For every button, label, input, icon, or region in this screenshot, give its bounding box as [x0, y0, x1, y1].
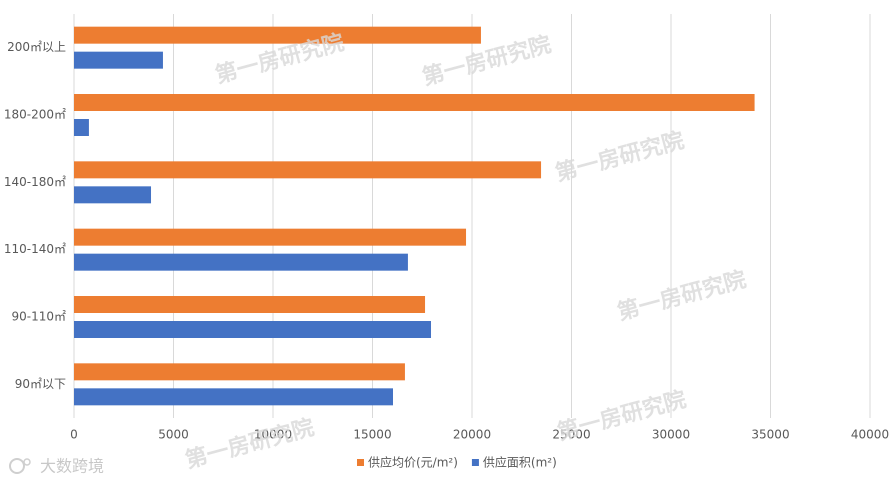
- bar: [74, 321, 432, 338]
- bar: [74, 253, 408, 271]
- x-tick-label: 35000: [751, 428, 789, 442]
- bar: [74, 228, 467, 246]
- bar: [74, 388, 393, 406]
- y-tick-label: 200㎡以上: [7, 40, 66, 54]
- legend-label: 供应均价(元/m²): [368, 455, 458, 470]
- x-tick-label: 30000: [652, 428, 690, 442]
- bar: [74, 51, 163, 69]
- bar: [74, 296, 426, 313]
- legend-item: 供应均价(元/m²): [357, 455, 458, 470]
- y-tick-label: 140-180㎡: [4, 175, 66, 189]
- y-tick-label: 110-140㎡: [4, 242, 66, 256]
- bar: [74, 161, 542, 179]
- y-tick-label: 90㎡以下: [15, 377, 66, 391]
- logo-text: 大数跨境: [40, 457, 104, 476]
- watermark: 第一房研究院: [183, 414, 317, 473]
- legend-item: 供应面积(m²): [471, 455, 557, 470]
- watermark: 第一房研究院: [553, 127, 687, 186]
- bar: [74, 186, 152, 204]
- x-tick-label: 10000: [254, 428, 292, 442]
- legend-label: 供应面积(m²): [483, 455, 557, 470]
- x-tick-label: 5000: [158, 428, 189, 442]
- x-tick-label: 0: [70, 428, 78, 442]
- bar: [74, 363, 405, 381]
- bar: [74, 119, 89, 136]
- x-tick-label: 25000: [552, 428, 590, 442]
- bar: [74, 94, 755, 111]
- legend-swatch: [357, 459, 364, 466]
- x-tick-label: 15000: [353, 428, 391, 442]
- logo-icon: [9, 458, 31, 474]
- watermark: 第一房研究院: [615, 266, 749, 325]
- y-tick-label: 180-200㎡: [4, 108, 66, 122]
- y-tick-label: 90-110㎡: [11, 310, 66, 324]
- x-tick-label: 40000: [851, 428, 889, 442]
- legend-swatch: [471, 459, 479, 466]
- bar: [74, 26, 481, 44]
- x-tick-label: 20000: [453, 428, 491, 442]
